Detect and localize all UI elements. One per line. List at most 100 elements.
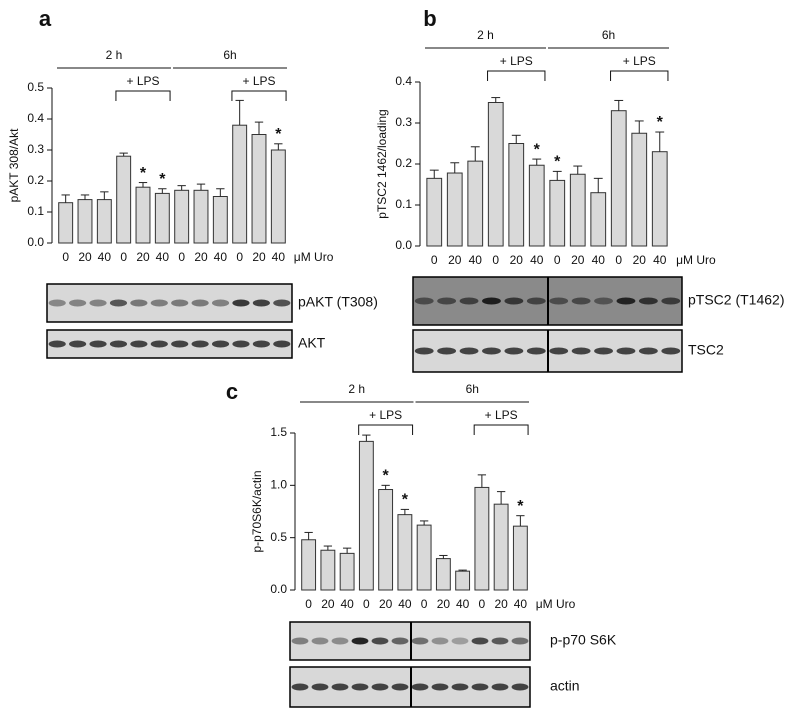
- x-tick-label: 20: [510, 253, 524, 267]
- western-blot: [46, 329, 293, 359]
- blot-band: [431, 683, 449, 691]
- group-label: 2 h: [477, 28, 494, 42]
- blot-band: [451, 637, 469, 645]
- x-tick-label: 20: [321, 597, 335, 611]
- blot-band: [150, 299, 168, 307]
- blot-band: [594, 347, 613, 355]
- blot-band: [331, 683, 349, 691]
- blot-band: [526, 347, 546, 355]
- y-tick-label: 0.2: [395, 156, 412, 170]
- blot-band: [549, 347, 569, 355]
- blot-band: [661, 297, 681, 305]
- blot-band: [414, 297, 434, 305]
- blot-band: [48, 340, 66, 348]
- x-tick-label: 0: [178, 250, 185, 264]
- blot-band: [616, 347, 636, 355]
- x-tick-label: 40: [272, 250, 286, 264]
- x-tick-label: 20: [494, 597, 508, 611]
- bar: [435, 558, 451, 591]
- bar: [251, 134, 267, 244]
- blot-band: [273, 299, 291, 307]
- blot-band: [482, 347, 501, 355]
- western-blot: [46, 283, 293, 323]
- x-tick-label: 40: [456, 597, 470, 611]
- x-unit-label: μM Uro: [294, 250, 334, 264]
- x-tick-label: 40: [530, 253, 544, 267]
- y-axis-label: pTSC2 1462/loading: [375, 109, 389, 218]
- bar: [270, 149, 286, 244]
- blot-band: [471, 683, 489, 691]
- x-tick-label: 20: [379, 597, 393, 611]
- bar: [301, 539, 317, 591]
- bar: [426, 177, 443, 247]
- blot-band: [594, 297, 613, 305]
- blot-band: [150, 340, 168, 348]
- bar: [569, 173, 586, 247]
- bar: [116, 155, 132, 244]
- x-tick-label: 40: [469, 253, 483, 267]
- blot-band: [491, 637, 509, 645]
- bar: [397, 514, 413, 591]
- blot-label: actin: [550, 678, 580, 694]
- blot-band: [252, 299, 270, 307]
- bar: [631, 132, 648, 247]
- x-tick-label: 0: [305, 597, 312, 611]
- blot-band: [437, 297, 457, 305]
- y-axis-label: p-p70S6K/actin: [250, 470, 264, 552]
- y-tick-label: 0.2: [27, 173, 44, 187]
- bar: [446, 172, 463, 247]
- blot-band: [171, 299, 189, 307]
- blot-band: [511, 683, 529, 691]
- panel-letter: b: [423, 6, 436, 31]
- blot-band: [273, 340, 291, 348]
- bar: [174, 189, 190, 244]
- lps-bracket: [473, 424, 529, 435]
- x-tick-label: 0: [431, 253, 438, 267]
- blot-label: TSC2: [688, 342, 724, 358]
- x-tick-label: 40: [214, 250, 228, 264]
- bracket-label: + LPS: [623, 54, 656, 68]
- x-tick-label: 20: [194, 250, 208, 264]
- blot-band: [351, 637, 369, 645]
- blot-label: pAKT (T308): [298, 294, 378, 310]
- y-tick-label: 0.4: [27, 111, 44, 125]
- blot-band: [371, 683, 389, 691]
- blot-band: [571, 297, 591, 305]
- bar: [590, 192, 607, 247]
- blot-band: [371, 637, 389, 645]
- blot-band: [459, 297, 479, 305]
- bar: [474, 486, 490, 591]
- blot-band: [437, 347, 457, 355]
- x-tick-label: 20: [448, 253, 462, 267]
- lps-bracket: [610, 70, 669, 81]
- blot-band: [311, 683, 329, 691]
- blot-band: [191, 299, 209, 307]
- blot-label: pTSC2 (T1462): [688, 292, 784, 308]
- y-tick-label: 0.5: [27, 80, 44, 94]
- blot-band: [459, 347, 479, 355]
- x-tick-label: 40: [514, 597, 528, 611]
- x-tick-label: 40: [398, 597, 412, 611]
- bar: [135, 186, 151, 244]
- lps-bracket: [115, 90, 171, 101]
- x-unit-label: μM Uro: [676, 253, 716, 267]
- bar: [320, 549, 336, 591]
- blot-band: [571, 347, 591, 355]
- blot-band: [351, 683, 369, 691]
- blot-band: [211, 340, 230, 348]
- x-tick-label: 0: [421, 597, 428, 611]
- bracket-label: + LPS: [369, 408, 402, 422]
- blot-band: [504, 347, 524, 355]
- bar: [154, 192, 170, 244]
- x-tick-label: 0: [615, 253, 622, 267]
- x-tick-label: 0: [120, 250, 127, 264]
- x-tick-label: 20: [437, 597, 451, 611]
- x-tick-label: 20: [136, 250, 150, 264]
- y-tick-label: 0.0: [395, 238, 412, 252]
- x-tick-label: 0: [236, 250, 243, 264]
- blot-band: [232, 299, 250, 307]
- blot-band: [616, 297, 636, 305]
- blot-band: [411, 683, 429, 691]
- blot-band: [191, 340, 209, 348]
- lps-bracket: [231, 90, 287, 101]
